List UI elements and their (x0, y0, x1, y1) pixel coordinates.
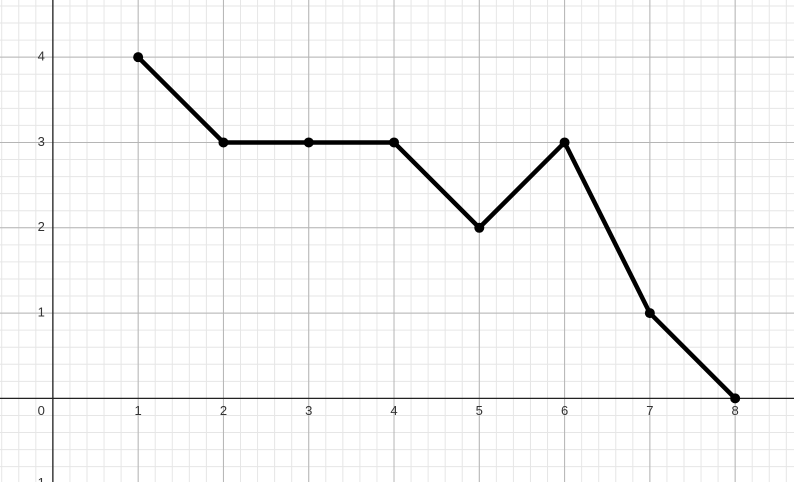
tick-labels: 0 1 2 3 4 5 6 7 8 -1 1 2 3 4 (33, 49, 738, 482)
x-tick-label: 3 (305, 403, 312, 418)
x-tick-label: 1 (135, 403, 142, 418)
x-tick-label: 2 (220, 403, 227, 418)
data-point (474, 222, 485, 233)
data-point (730, 393, 741, 404)
series-line (135, 54, 738, 401)
y-tick-label: 3 (38, 134, 45, 149)
data-point (303, 137, 314, 148)
y-tick-label: 2 (38, 219, 45, 234)
data-marks (133, 52, 741, 404)
data-point (559, 137, 570, 148)
data-point (133, 52, 144, 63)
x-tick-label: 7 (646, 403, 653, 418)
y-tick-label: -1 (33, 475, 45, 482)
data-point (389, 137, 400, 148)
data-point (644, 308, 655, 319)
x-tick-label: 6 (561, 403, 568, 418)
x-tick-label: 4 (390, 403, 397, 418)
y-tick-label: 1 (38, 305, 45, 320)
x-tick-label: 5 (476, 403, 483, 418)
x-tick-label: 0 (38, 403, 45, 418)
y-tick-label: 4 (38, 49, 45, 64)
data-point (218, 137, 229, 148)
x-tick-label: 8 (732, 403, 739, 418)
